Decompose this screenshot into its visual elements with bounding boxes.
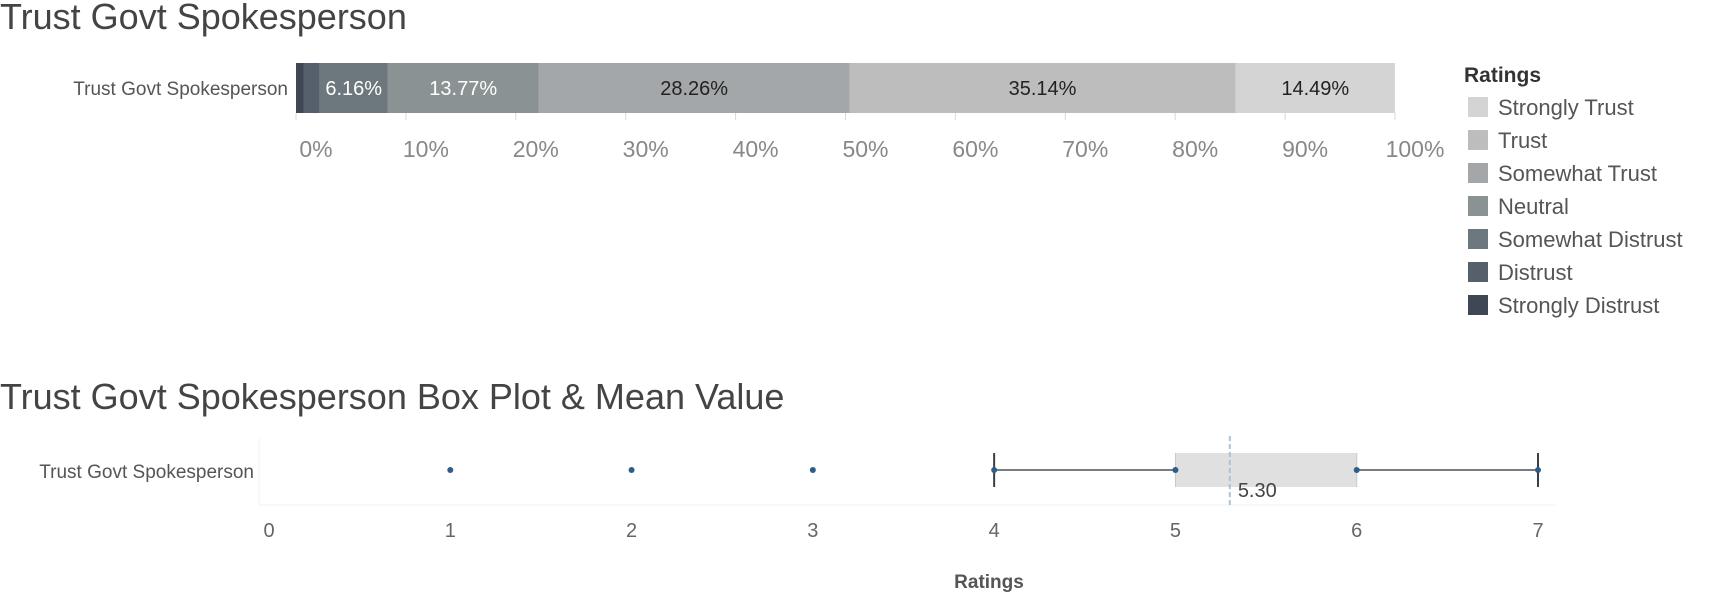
box-plot: 5.30 [258, 436, 1555, 506]
x-tick-label: 100% [1386, 136, 1445, 162]
x-axis-ticks: 0% 10% 20% 30% 40% 50% 60% 70% 80% 90% 100% [295, 113, 1445, 162]
x-tick-label-2: 7 [1532, 520, 1543, 542]
x-tick-label-2: 2 [626, 520, 637, 542]
data-point [809, 467, 816, 473]
mean-label: 5.30 [1238, 480, 1277, 502]
x-tick-label: 60% [952, 136, 998, 162]
data-point [991, 467, 998, 473]
chart-title: Trust Govt Spokesperson [0, 0, 407, 37]
legend-swatch-somewhat-trust [1468, 163, 1488, 183]
bar-data-label: 6.16% [325, 78, 382, 100]
data-point [1172, 467, 1179, 473]
bar-segment-trust [849, 63, 1236, 113]
legend-swatch-somewhat-distrust [1468, 229, 1488, 249]
x-tick-label-2: 4 [989, 520, 1000, 542]
legend-label-strongly-distrust: Strongly Distrust [1498, 293, 1659, 318]
legend-swatch-neutral [1468, 196, 1488, 216]
data-point [628, 467, 635, 473]
x-tick-label: 30% [623, 136, 669, 162]
legend-swatch-strongly-trust [1468, 97, 1488, 117]
bar-segment-strongly-distrust [296, 63, 304, 113]
bar-segment-somewhat-trust [538, 63, 850, 113]
x-axis-ticks-2: 0 1 2 3 4 5 6 7 [263, 520, 1543, 542]
x-axis-label: Ratings [954, 572, 1024, 592]
bar-data-label: 35.14% [1009, 78, 1077, 100]
chart-title-2: Trust Govt Spokesperson Box Plot & Mean … [0, 376, 784, 417]
stacked-bar: 6.16% 13.77% 28.26% 35.14% 14.49% [296, 63, 1395, 113]
bar-segment-distrust [303, 63, 320, 113]
bar-data-label: 14.49% [1281, 78, 1349, 100]
x-tick-label: 10% [403, 136, 449, 162]
data-point [1535, 467, 1541, 473]
legend-label-neutral: Neutral [1498, 194, 1569, 219]
x-tick-label: 90% [1282, 136, 1328, 162]
x-tick-label-2: 3 [807, 520, 818, 542]
x-tick-label: 80% [1172, 136, 1218, 162]
x-tick-label-2: 0 [263, 520, 274, 542]
legend-swatch-trust [1468, 130, 1488, 150]
x-tick-label: 70% [1062, 136, 1108, 162]
category-label: Trust Govt Spokesperson [73, 79, 288, 100]
legend-label-somewhat-trust: Somewhat Trust [1498, 161, 1657, 186]
x-tick-label: 0% [299, 136, 332, 162]
bar-segment-strongly-trust [1235, 63, 1395, 113]
x-tick-label: 50% [842, 136, 888, 162]
legend-label-somewhat-distrust: Somewhat Distrust [1498, 227, 1683, 252]
legend-title: Ratings [1464, 64, 1541, 87]
x-tick-label-2: 6 [1351, 520, 1362, 542]
category-label-2: Trust Govt Spokesperson [39, 462, 254, 483]
x-tick-label: 40% [733, 136, 779, 162]
bar-data-label: 28.26% [660, 78, 728, 100]
x-tick-label: 20% [513, 136, 559, 162]
bar-data-label: 13.77% [429, 78, 497, 100]
bar-segment-somewhat-distrust [319, 63, 388, 113]
box-iqr [1175, 453, 1357, 487]
legend-label-trust: Trust [1498, 128, 1547, 153]
legend: Ratings Strongly Trust Trust Somewhat Trus… [1464, 64, 1683, 318]
legend-label-strongly-trust: Strongly Trust [1498, 95, 1634, 120]
legend-swatch-distrust [1468, 262, 1488, 282]
legend-label-distrust: Distrust [1498, 260, 1573, 285]
data-point [1353, 467, 1360, 473]
bar-segment-neutral [387, 63, 539, 113]
data-point [447, 467, 454, 473]
x-tick-label-2: 1 [445, 520, 456, 542]
x-tick-label-2: 5 [1170, 520, 1181, 542]
legend-swatch-strongly-distrust [1468, 295, 1488, 315]
